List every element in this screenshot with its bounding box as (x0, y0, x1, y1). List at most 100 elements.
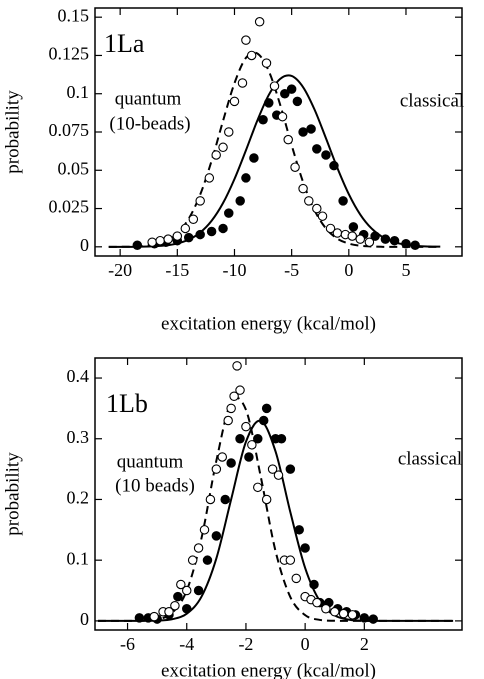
data-point (135, 614, 143, 622)
data-point (203, 556, 211, 564)
data-point (313, 598, 321, 606)
data-point (330, 161, 338, 169)
x-axis-label: excitation energy (kcal/mol) (161, 660, 376, 679)
data-point (219, 224, 227, 232)
data-point (287, 85, 295, 93)
annotation: quantum (117, 451, 184, 472)
y-tick-label: 0.05 (58, 158, 90, 178)
data-point (293, 97, 301, 105)
data-point (189, 215, 197, 223)
annotation: 1La (104, 29, 145, 58)
data-point (207, 227, 215, 235)
data-point (360, 614, 368, 622)
data-point (286, 465, 294, 473)
annotation: 1Lb (106, 389, 148, 418)
data-point (262, 495, 270, 503)
y-tick-label: 0.15 (58, 5, 90, 25)
data-point (205, 174, 213, 182)
x-tick-label: 0 (301, 634, 310, 654)
data-point (310, 580, 318, 588)
y-tick-label: 0.1 (67, 82, 90, 102)
data-point (181, 224, 189, 232)
data-point (259, 116, 267, 124)
data-point (148, 238, 156, 246)
data-point (333, 229, 341, 237)
data-point (260, 416, 268, 424)
x-tick-label: 5 (401, 260, 410, 280)
data-point (247, 51, 255, 59)
data-point (365, 238, 373, 246)
data-point (301, 544, 309, 552)
data-point (322, 605, 330, 613)
data-point (402, 240, 410, 248)
data-point (212, 465, 220, 473)
data-point (270, 82, 278, 90)
data-point (313, 204, 321, 212)
y-tick-label: 0.4 (67, 366, 90, 386)
data-point (150, 612, 158, 620)
x-tick-label: -10 (222, 260, 246, 280)
data-point (238, 79, 246, 87)
data-point (250, 154, 258, 162)
y-tick-label: 0.075 (49, 120, 90, 140)
data-point (305, 197, 313, 205)
data-point (221, 495, 229, 503)
data-point (356, 235, 364, 243)
y-axis-label: probability (2, 452, 23, 536)
x-tick-label: 0 (344, 260, 353, 280)
data-point (291, 163, 299, 171)
data-point (262, 404, 270, 412)
data-point (227, 459, 235, 467)
data-point (254, 483, 262, 491)
data-point (233, 362, 241, 370)
data-point (322, 151, 330, 159)
annotation: classical (400, 90, 464, 111)
data-point (262, 59, 270, 67)
data-point (277, 435, 285, 443)
data-point (286, 556, 294, 564)
y-tick-label: 0.2 (67, 488, 90, 508)
data-point (236, 197, 244, 205)
data-point (265, 99, 273, 107)
data-point (313, 145, 321, 153)
data-point (174, 592, 182, 600)
data-point (171, 602, 179, 610)
data-point (339, 197, 347, 205)
data-point (242, 422, 250, 430)
data-point (318, 212, 326, 220)
panel: -20-15-10-50500.0250.050.0750.10.1250.15… (2, 5, 464, 334)
data-point (183, 605, 191, 613)
data-point (236, 386, 244, 394)
x-tick-label: -5 (284, 260, 299, 280)
y-tick-label: 0.1 (67, 548, 90, 568)
data-point (255, 18, 263, 26)
x-tick-label: -2 (238, 634, 253, 654)
data-point (133, 241, 141, 249)
data-point (331, 608, 339, 616)
data-point (295, 526, 303, 534)
y-tick-label: 0.125 (49, 44, 90, 64)
data-point (274, 471, 282, 479)
data-point (348, 232, 356, 240)
data-point (245, 453, 253, 461)
x-tick-label: -6 (120, 634, 135, 654)
y-tick-label: 0.025 (49, 197, 90, 217)
x-tick-label: -20 (108, 260, 132, 280)
data-point (242, 36, 250, 44)
data-point (196, 230, 204, 238)
fit-curve (98, 398, 453, 621)
data-point (196, 197, 204, 205)
data-point (212, 151, 220, 159)
y-tick-label: 0 (80, 609, 89, 629)
data-point (188, 556, 196, 564)
data-point (242, 174, 250, 182)
data-point (206, 495, 214, 503)
x-axis-label: excitation energy (kcal/mol) (161, 313, 376, 334)
data-point (156, 236, 164, 244)
data-point (227, 404, 235, 412)
annotation: (10-beads) (109, 113, 190, 134)
y-tick-label: 0 (80, 235, 89, 255)
annotation: quantum (115, 88, 182, 109)
data-point (212, 532, 220, 540)
data-point (339, 609, 347, 617)
